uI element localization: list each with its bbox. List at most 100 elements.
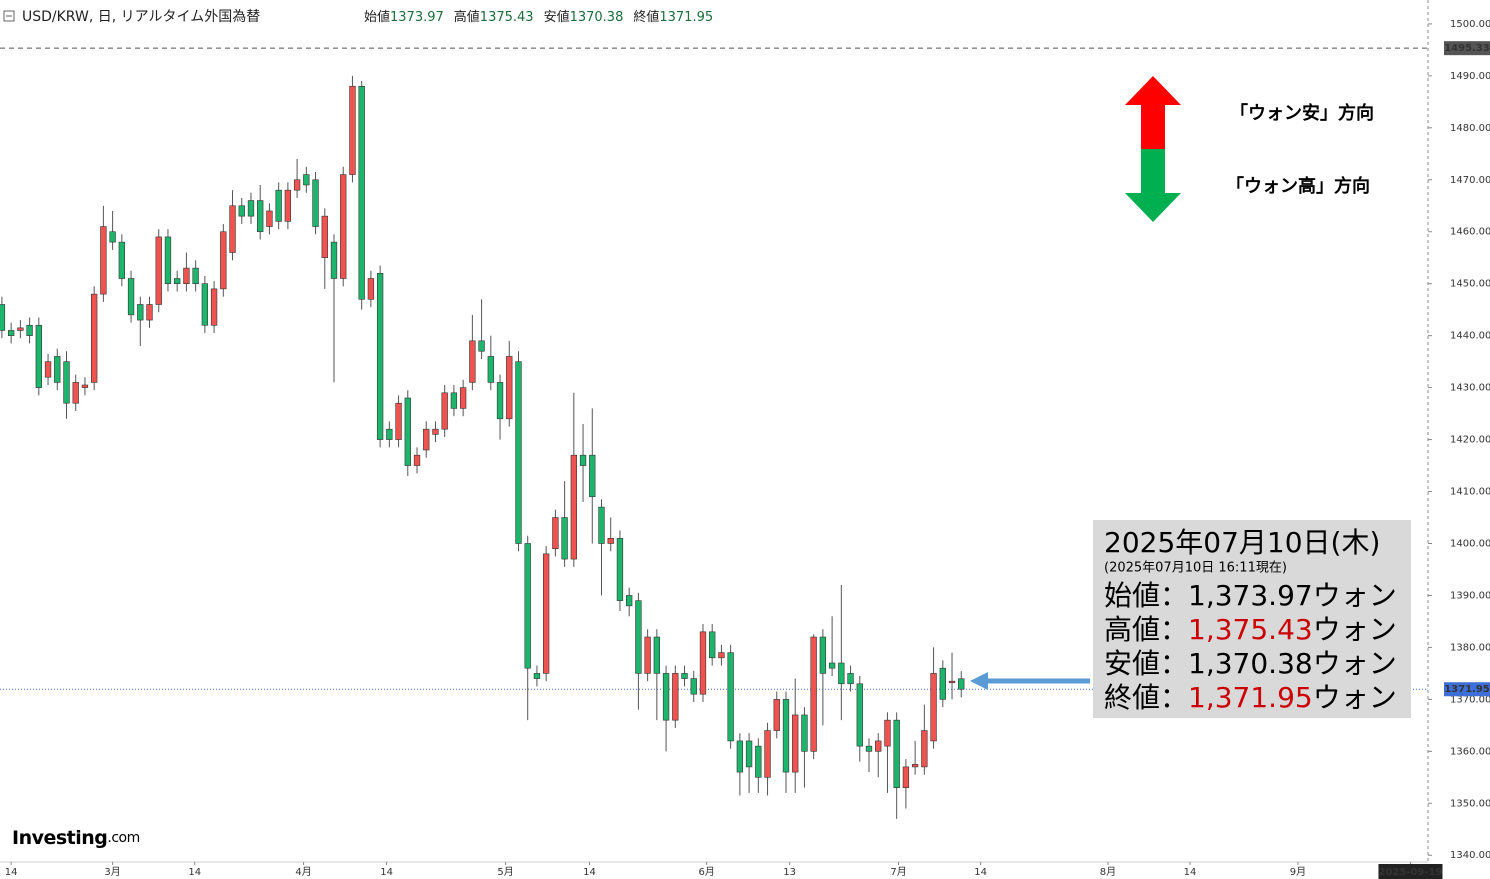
y-tick-label: 1340.00 (1450, 850, 1490, 861)
info-label: 安値： (1104, 647, 1188, 680)
header-value: 1371.95 (659, 10, 713, 25)
candle-body (432, 428, 439, 435)
candle-body (81, 384, 89, 388)
candle-body (220, 231, 227, 290)
info-unit: ウォン (1313, 579, 1397, 612)
candle-body (542, 553, 550, 674)
candle-body (164, 236, 172, 284)
header-label: 高値 (454, 9, 480, 25)
candle-body (100, 226, 107, 295)
candle-body (902, 766, 910, 788)
candle-body (506, 356, 513, 420)
header-title: USD/KRW, 日, リアルタイム外国為替 (22, 9, 260, 25)
header-label: 終値 (633, 9, 659, 25)
candle-body (376, 273, 384, 440)
candle-body (118, 241, 125, 279)
candle-body (552, 517, 559, 549)
candle-body (229, 205, 236, 253)
candle-body (911, 764, 919, 768)
candle-body (496, 382, 504, 420)
info-box (1093, 520, 1411, 718)
candle-body (570, 454, 577, 560)
x-tick-label: 14 (1184, 867, 1197, 878)
candle-body (413, 454, 421, 466)
candle-body (7, 330, 15, 336)
x-tick-label: 8月 (1100, 866, 1116, 878)
candle-body (450, 392, 458, 409)
info-row: 高値：1,375.43ウォン (1104, 613, 1397, 646)
info-unit: ウォン (1313, 681, 1397, 714)
candle-body (17, 327, 24, 331)
candle-body (865, 745, 873, 752)
candle-body (782, 699, 790, 773)
candle-body (155, 236, 162, 305)
candle-body (321, 215, 328, 259)
candle-body (792, 714, 799, 773)
info-value: 1,373.97 (1188, 579, 1313, 612)
candle-body (340, 174, 347, 279)
logo-suffix: .com (107, 830, 139, 846)
y-tick-label: 1400.00 (1450, 538, 1490, 549)
x-cursor-box (1378, 864, 1443, 879)
info-value: 1,370.38 (1188, 647, 1313, 680)
candle-body (690, 678, 697, 695)
header-label: 始値 (364, 9, 390, 25)
candle-body (561, 517, 568, 560)
candle-body (801, 714, 808, 752)
price-label: 1371.95 (1444, 684, 1490, 695)
candle-body (63, 361, 70, 404)
candle-body (875, 740, 882, 752)
candle-body (828, 662, 836, 669)
y-tick-label: 1500.00 (1450, 19, 1490, 30)
x-tick-label: 13 (783, 867, 796, 878)
candle-body (404, 397, 411, 466)
candle-body (238, 205, 245, 217)
candle-body (736, 740, 744, 773)
y-tick-label: 1360.00 (1450, 746, 1490, 757)
info-date: 2025年07月10日(木) (1104, 526, 1380, 559)
y-tick-label: 1390.00 (1450, 590, 1490, 601)
candle-body (192, 267, 199, 284)
annotation-strong: 「ウォン高」方向 (1226, 175, 1370, 197)
candle-body (930, 673, 937, 742)
candle-body (330, 241, 338, 279)
candle-body (35, 324, 42, 388)
info-unit: ウォン (1313, 647, 1397, 680)
candle-body (579, 454, 587, 466)
x-tick-label: 7月 (890, 866, 906, 878)
price-box (1444, 682, 1490, 697)
candle-body (524, 543, 531, 669)
candle-body (764, 730, 771, 778)
info-value: 1,375.43 (1188, 613, 1313, 646)
candle-body (653, 636, 661, 674)
info-row: 始値：1,373.97ウォン (1104, 579, 1397, 612)
candle-body (137, 304, 144, 321)
header-value: 1370.38 (570, 10, 624, 25)
candle-body (681, 673, 688, 679)
direction-arrow (1125, 76, 1181, 222)
candle-body (958, 678, 965, 690)
candles (0, 75, 965, 819)
candle-body (745, 740, 753, 768)
candle-body (210, 288, 218, 326)
candle-body (174, 278, 181, 284)
x-tick-label: 4月 (295, 866, 311, 878)
y-tick-label: 1490.00 (1450, 71, 1490, 82)
pointer-arrow-head (970, 672, 988, 690)
logo-name: Investing (12, 827, 107, 849)
x-tick-label: 3月 (104, 866, 120, 878)
collapse-icon[interactable] (3, 10, 15, 22)
candle-body (266, 210, 273, 227)
candle-body (146, 304, 153, 321)
info-row: 終値：1,371.95ウォン (1104, 681, 1397, 714)
header-label: 安値 (544, 9, 570, 25)
header-value: 1375.43 (480, 10, 534, 25)
x-tick-label: 9月 (1290, 866, 1306, 878)
candle-body (810, 636, 817, 752)
info-unit: ウォン (1313, 613, 1397, 646)
x-tick-label: 5月 (497, 866, 513, 878)
candle-body (478, 340, 485, 352)
candle-body (91, 293, 98, 383)
y-tick-label: 1420.00 (1450, 435, 1490, 446)
